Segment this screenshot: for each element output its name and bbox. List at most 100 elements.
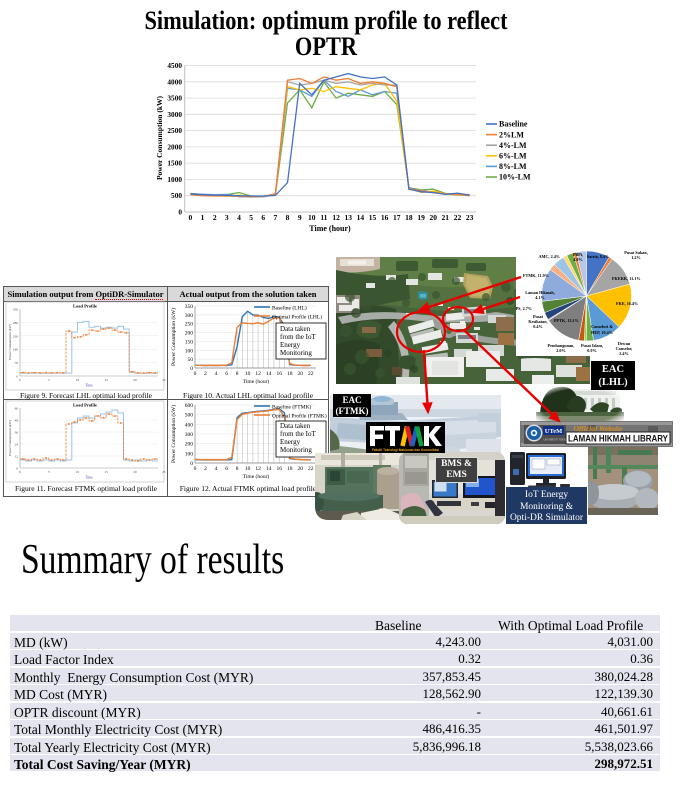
svg-text:0: 0 <box>16 467 18 471</box>
svg-text:18: 18 <box>287 371 293 377</box>
svg-text:16: 16 <box>276 371 282 377</box>
svg-text:2.4%: 2.4% <box>619 351 628 356</box>
svg-text:Laman Hikmah,: Laman Hikmah, <box>525 290 555 295</box>
svg-text:500: 500 <box>171 191 182 200</box>
svg-text:5: 5 <box>48 378 50 382</box>
svg-text:0.9%: 0.9% <box>587 348 596 353</box>
svg-text:22: 22 <box>454 213 462 222</box>
svg-text:6: 6 <box>225 371 228 377</box>
svg-text:500: 500 <box>185 413 194 419</box>
svg-text:10: 10 <box>245 371 251 377</box>
svg-text:Baseline: Baseline <box>499 120 528 129</box>
svg-text:0: 0 <box>19 470 21 474</box>
svg-text:25: 25 <box>162 470 166 474</box>
svg-text:UTeM: UTeM <box>545 428 562 435</box>
svg-text:21: 21 <box>442 213 450 222</box>
svg-text:300: 300 <box>185 313 194 319</box>
svg-text:350: 350 <box>185 304 194 310</box>
svg-text:PPS, 2.7%: PPS, 2.7% <box>516 306 532 311</box>
svg-text:Baseline (FTMK): Baseline (FTMK) <box>272 404 311 411</box>
svg-text:36: 36 <box>15 431 19 435</box>
svg-text:UNIVERSITI TEKNIKAL MALAYSIA: UNIVERSITI TEKNIKAL MALAYSIA <box>544 438 585 442</box>
svg-text:4.0%: 4.0% <box>573 257 582 262</box>
svg-text:12: 12 <box>332 213 340 222</box>
svg-text:4: 4 <box>215 466 218 472</box>
svg-text:Pusat: Pusat <box>533 314 544 319</box>
svg-text:12: 12 <box>255 371 261 377</box>
svg-text:1.2%: 1.2% <box>631 255 640 260</box>
svg-text:Energy: Energy <box>280 438 301 446</box>
svg-text:Satria, 8.4%: Satria, 8.4% <box>587 254 609 259</box>
svg-text:19: 19 <box>417 213 425 222</box>
svg-text:FKEKK, 11.1%: FKEKK, 11.1% <box>612 276 641 281</box>
svg-text:4: 4 <box>237 213 241 222</box>
svg-text:Power Consumption (kW): Power Consumption (kW) <box>155 95 164 180</box>
svg-text:13: 13 <box>344 213 352 222</box>
svg-text:1: 1 <box>201 213 205 222</box>
svg-text:15: 15 <box>369 213 377 222</box>
svg-text:Time: Time <box>85 476 93 480</box>
svg-text:Monitoring: Monitoring <box>280 349 312 357</box>
svg-text:6: 6 <box>261 213 265 222</box>
svg-text:Energy: Energy <box>280 341 301 349</box>
svg-text:20: 20 <box>297 466 303 472</box>
svg-text:0.4%: 0.4% <box>533 324 542 329</box>
svg-text:Monitoring: Monitoring <box>280 446 312 454</box>
svg-text:16: 16 <box>276 466 282 472</box>
svg-text:12: 12 <box>255 466 261 472</box>
svg-text:0: 0 <box>16 375 18 379</box>
svg-text:Pusat Islam,: Pusat Islam, <box>581 343 603 348</box>
svg-text:70: 70 <box>15 361 19 365</box>
svg-text:15: 15 <box>105 378 109 382</box>
svg-text:8: 8 <box>236 371 239 377</box>
svg-text:200: 200 <box>185 442 194 448</box>
svg-text:400: 400 <box>185 422 194 428</box>
svg-text:Baseline (LHL): Baseline (LHL) <box>272 305 307 312</box>
svg-text:18: 18 <box>287 466 293 472</box>
svg-text:10: 10 <box>308 213 316 222</box>
svg-text:AMC, 2.4%: AMC, 2.4% <box>538 254 560 259</box>
svg-text:4.1%: 4.1% <box>535 295 544 300</box>
svg-text:Optimal Profile (LHL): Optimal Profile (LHL) <box>272 314 322 321</box>
svg-text:600: 600 <box>185 403 194 409</box>
svg-text:FTMK, 11.9%: FTMK, 11.9% <box>523 273 549 278</box>
svg-text:11: 11 <box>320 213 327 222</box>
svg-text:Dewan: Dewan <box>618 341 631 346</box>
svg-text:2500: 2500 <box>167 126 182 135</box>
svg-text:23: 23 <box>466 213 474 222</box>
svg-text:10: 10 <box>76 378 80 382</box>
svg-text:100: 100 <box>185 348 194 354</box>
svg-text:FKE, 16.4%: FKE, 16.4% <box>616 301 638 306</box>
svg-text:18: 18 <box>405 213 413 222</box>
svg-text:Time: Time <box>85 384 93 388</box>
svg-text:Time (hour): Time (hour) <box>243 473 270 480</box>
svg-text:6%-LM: 6%-LM <box>499 152 527 161</box>
svg-text:300: 300 <box>185 432 194 438</box>
svg-text:100: 100 <box>185 451 194 457</box>
svg-text:Power Consumption (kW): Power Consumption (kW) <box>8 420 12 456</box>
svg-text:4500: 4500 <box>167 61 182 70</box>
svg-text:4000: 4000 <box>167 77 182 86</box>
svg-text:3500: 3500 <box>167 94 182 103</box>
svg-text:24: 24 <box>15 443 19 447</box>
svg-text:14: 14 <box>266 371 272 377</box>
svg-text:10: 10 <box>245 466 251 472</box>
svg-text:15: 15 <box>105 470 109 474</box>
svg-text:14: 14 <box>266 466 272 472</box>
svg-text:20: 20 <box>297 371 303 377</box>
svg-text:16: 16 <box>381 213 389 222</box>
svg-text:3000: 3000 <box>167 110 182 119</box>
svg-text:10: 10 <box>76 470 80 474</box>
svg-text:Power Consumption (kW): Power Consumption (kW) <box>170 405 177 463</box>
svg-text:from the IoT: from the IoT <box>280 333 316 341</box>
svg-text:0: 0 <box>194 371 197 377</box>
svg-text:25: 25 <box>162 378 166 382</box>
svg-text:20: 20 <box>133 470 137 474</box>
svg-text:Pusat Sukan,: Pusat Sukan, <box>624 250 648 255</box>
svg-text:350: 350 <box>13 308 18 312</box>
svg-text:17: 17 <box>393 213 401 222</box>
svg-text:0: 0 <box>19 378 21 382</box>
svg-text:10%-LM: 10%-LM <box>499 173 531 182</box>
svg-text:Load Profile: Load Profile <box>73 403 97 408</box>
svg-text:Data taken: Data taken <box>280 325 311 333</box>
